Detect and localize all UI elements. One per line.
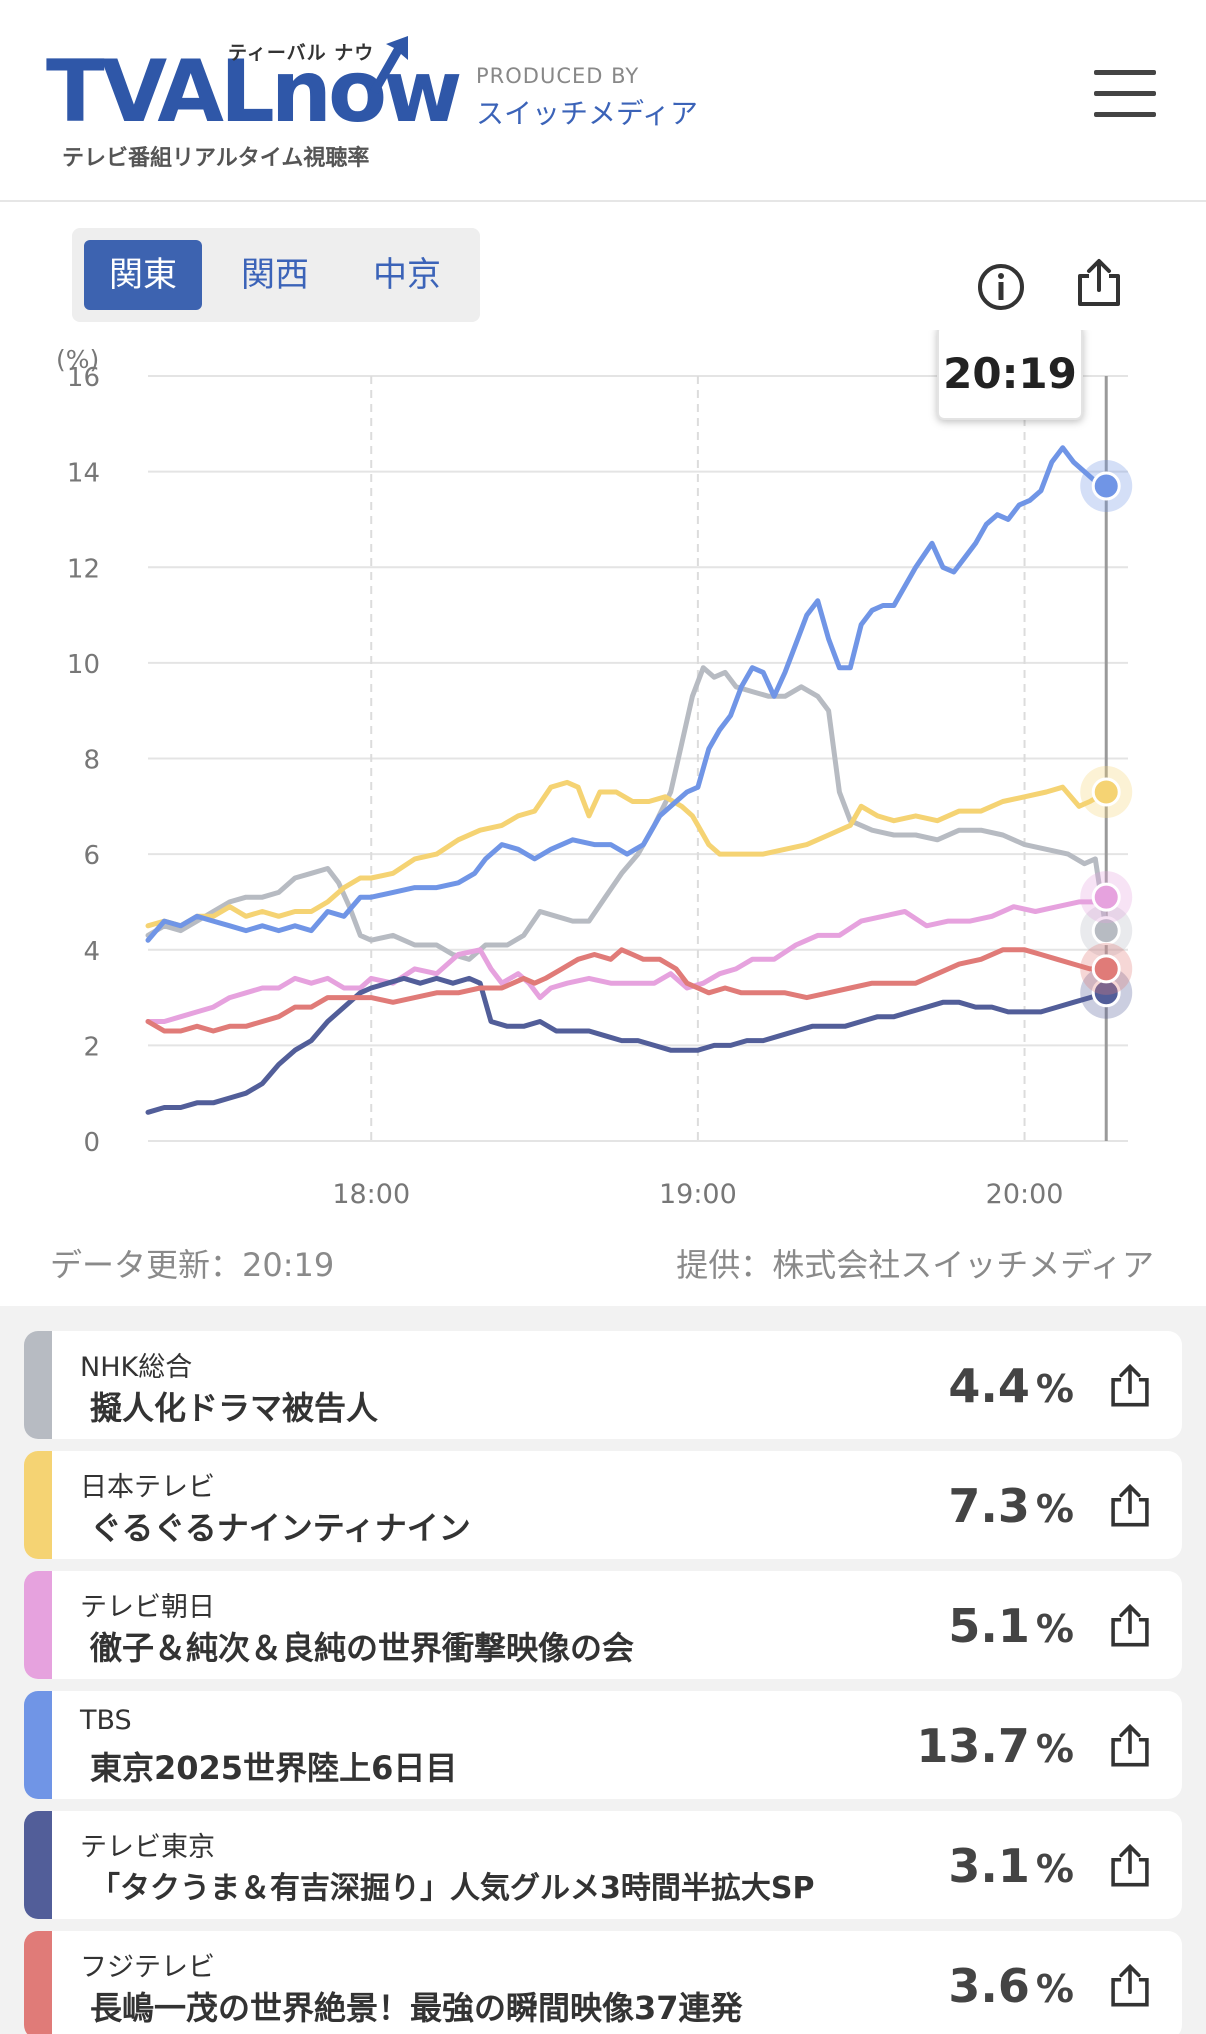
produced-by-label: PRODUCED BY [476,64,640,88]
share-icon[interactable] [1106,1481,1154,1531]
info-icon[interactable] [975,261,1027,313]
share-icon[interactable] [1106,1841,1154,1891]
x-tick-label: 18:00 [332,1179,410,1210]
cursor-time-label: 20:19 [943,349,1077,398]
provider-text: 提供：株式会社スイッチメディア [676,1246,1154,1284]
rating-value: 13.7% [916,1719,1074,1773]
series-endpoint-1[interactable] [1091,777,1121,807]
program-title: 長嶋一茂の世界絶景！最強の瞬間映像37連発 [90,1989,743,2027]
tab-chukyo[interactable]: 中京 [373,255,441,295]
share-icon[interactable] [1106,1721,1154,1771]
y-axis-label: (%) [56,345,99,374]
channel-name: テレビ朝日 [80,1592,215,1623]
ratings-line-chart[interactable]: 0 2 4 6 8 10 12 14 16 18:00 19:00 20:00 (%) 20:19 [0,330,1206,1230]
app-header: TVALnow ティーバル ナウ テレビ番組リアルタイム視聴率 PRODUCED… [0,0,1206,202]
y-tick-label: 8 [83,746,100,776]
y-tick-label: 6 [83,841,100,871]
share-icon[interactable] [1072,256,1126,310]
channel-name: 日本テレビ [80,1472,215,1503]
program-card-tbs[interactable]: TBS 東京2025世界陸上6日目 13.7% [24,1691,1182,1799]
tvalnow-logo[interactable]: TVALnow ティーバル ナウ テレビ番組リアルタイム視聴率 [46,34,462,171]
program-title: 東京2025世界陸上6日目 [90,1749,458,1787]
series-endpoint-2[interactable] [1091,882,1121,912]
series-line-2[interactable] [145,894,1109,1024]
program-title: 擬人化ドラマ被告人 [90,1389,379,1427]
program-card-tv-tokyo[interactable]: テレビ東京 「タクうま＆有吉深掘り」人気グルメ3時間半拡大SP 3.1% [24,1811,1182,1919]
rating-value: 4.4% [948,1359,1074,1413]
series-line-4[interactable] [145,975,1109,1115]
program-card-ntv[interactable]: 日本テレビ ぐるぐるナインティナイン 7.3% [24,1451,1182,1559]
program-title: ぐるぐるナインティナイン [90,1509,471,1547]
y-tick-label: 2 [83,1032,100,1062]
rating-value: 7.3% [948,1479,1074,1533]
program-card-tv-asahi[interactable]: テレビ朝日 徹子＆純次＆良純の世界衝撃映像の会 5.1% [24,1571,1182,1679]
tab-kansai[interactable]: 関西 [241,255,309,295]
series-endpoint-0[interactable] [1091,916,1121,946]
y-tick-label: 12 [67,554,100,584]
channel-color-stripe [24,1691,52,1799]
channel-color-stripe [24,1931,52,2034]
cursor-time-tooltip: 20:19 [937,330,1083,420]
y-tick-label: 0 [83,1128,100,1158]
tab-kanto[interactable]: 関東 [84,240,202,310]
series-line-3[interactable] [145,445,1109,943]
y-tick-label: 10 [67,650,100,680]
y-tick-label: 14 [67,459,100,489]
logo-subtitle: テレビ番組リアルタイム視聴率 [62,146,370,171]
logo-arrow-icon [370,36,408,94]
logo-kana: ティーバル ナウ [228,42,375,64]
produced-by: PRODUCED BY スイッチメディア [476,64,698,132]
channel-color-stripe [24,1331,52,1439]
series-line-0[interactable] [145,665,1109,962]
rating-value: 3.6% [948,1959,1074,2013]
x-tick-label: 20:00 [986,1179,1064,1210]
channel-name: NHK総合 [80,1352,193,1383]
program-title: 「タクうま＆有吉深掘り」人気グルメ3時間半拡大SP [90,1871,815,1906]
series-line-5[interactable] [145,947,1109,1034]
hamburger-menu-icon[interactable] [1090,70,1160,130]
rating-value: 5.1% [948,1599,1074,1653]
share-icon[interactable] [1106,1361,1154,1411]
channel-color-stripe [24,1571,52,1679]
series-endpoint-3[interactable] [1091,471,1121,501]
region-tabs: 関東 関西 中京 [72,228,480,322]
share-icon[interactable] [1106,1601,1154,1651]
share-icon[interactable] [1106,1961,1154,2011]
channel-color-stripe [24,1451,52,1559]
produced-by-name[interactable]: スイッチメディア [476,97,699,130]
series-line-1[interactable] [145,779,1109,929]
channel-name: TBS [80,1705,132,1736]
program-card-nhk[interactable]: NHK総合 擬人化ドラマ被告人 4.4% [24,1331,1182,1439]
channel-name: テレビ東京 [80,1832,215,1863]
rating-value: 3.1% [948,1839,1074,1893]
y-tick-label: 4 [83,937,100,967]
data-updated-text: データ更新：20:19 [50,1246,335,1284]
program-card-fuji-tv[interactable]: フジテレビ 長嶋一茂の世界絶景！最強の瞬間映像37連発 3.6% [24,1931,1182,2034]
x-tick-label: 19:00 [659,1179,737,1210]
channel-name: フジテレビ [80,1952,215,1983]
channel-color-stripe [24,1811,52,1919]
series-endpoint-5[interactable] [1091,954,1121,984]
program-title: 徹子＆純次＆良純の世界衝撃映像の会 [90,1629,635,1667]
y-tick-label: 16 [67,363,100,393]
